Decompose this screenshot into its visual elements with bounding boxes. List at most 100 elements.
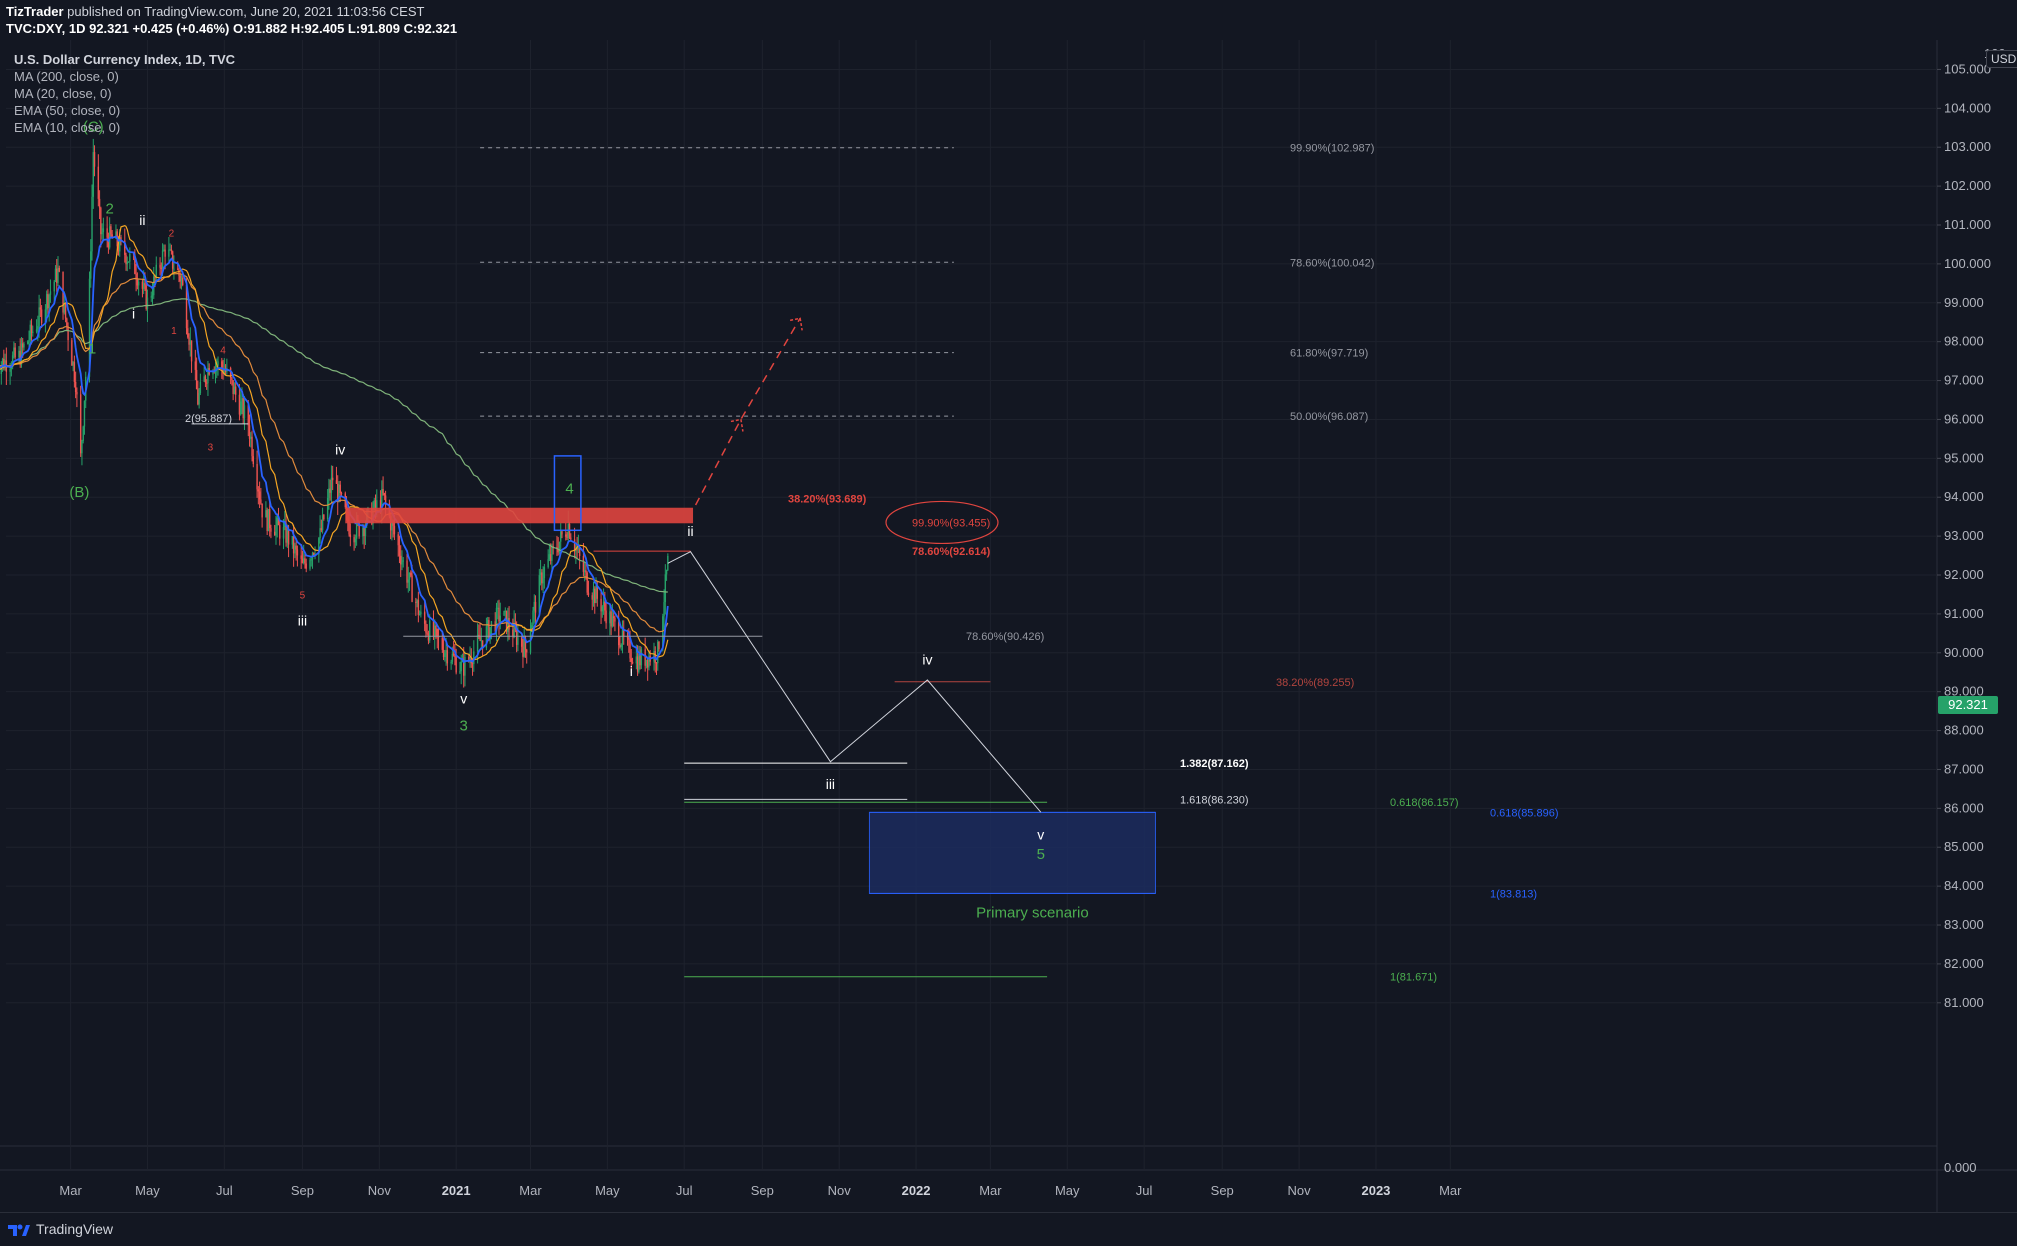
candle-body	[340, 492, 343, 494]
candle-body	[326, 497, 329, 520]
candle-body	[240, 401, 242, 415]
candle-body	[400, 555, 402, 565]
candle-body	[415, 601, 417, 603]
candle-body	[309, 559, 311, 569]
candle-body	[425, 623, 427, 633]
candle-body	[38, 307, 40, 327]
candle-body	[463, 659, 465, 676]
candle-body	[489, 627, 491, 640]
candle-body	[145, 285, 147, 309]
y-tick-label: 91.000	[1944, 606, 1984, 621]
candle-body	[9, 368, 11, 372]
candle-body	[655, 662, 658, 664]
price-chart[interactable]: 108.000107.000106.000105.000104.000103.0…	[0, 40, 2017, 1212]
candle-body	[364, 525, 367, 537]
candle-body	[178, 269, 180, 276]
y-tick-label: 81.000	[1944, 995, 1984, 1010]
tradingview-brand[interactable]: TradingView	[8, 1221, 113, 1237]
wave-label: 5	[1037, 846, 1045, 863]
candle-body	[168, 249, 170, 257]
candle-body	[1, 358, 4, 366]
candle-body	[81, 440, 83, 454]
candle-body	[529, 632, 532, 653]
candle-body	[203, 376, 205, 382]
wave-label: 3	[208, 443, 214, 454]
candle-body	[64, 302, 67, 319]
candle-body	[44, 309, 47, 324]
candle-body	[591, 595, 593, 600]
candle-body	[260, 499, 262, 504]
candle-body	[541, 572, 543, 584]
candle-body	[248, 425, 251, 439]
candle-body	[189, 340, 191, 345]
candle-body	[305, 563, 307, 569]
wave-label: 3	[460, 718, 468, 735]
candle-body	[401, 561, 403, 565]
legend-ma200[interactable]: MA (200, close, 0)	[14, 69, 119, 84]
candle-body	[287, 529, 290, 545]
legend-title: U.S. Dollar Currency Index, 1D, TVC	[14, 52, 236, 67]
legend-ma20[interactable]: MA (20, close, 0)	[14, 86, 112, 101]
candle-body	[504, 610, 506, 612]
alt-projection-arrowhead	[789, 317, 803, 331]
candle-body	[107, 237, 110, 248]
currency-badge[interactable]: USD	[1986, 50, 2017, 68]
legend-ema10[interactable]: EMA (10, close, 0)	[14, 120, 121, 135]
candle-body	[499, 615, 501, 622]
last-price-label: 92.321	[1938, 696, 1998, 714]
candle-body	[39, 307, 42, 310]
candle-body	[442, 649, 445, 658]
candle-body	[374, 500, 377, 508]
candle-body	[111, 234, 113, 239]
ema50-line	[0, 272, 669, 633]
fib-ext-0-618-green-label: 0.618(86.157)	[1390, 797, 1459, 809]
candle-body	[534, 601, 537, 613]
candle-body	[91, 196, 93, 252]
candle-body	[57, 267, 59, 283]
y-tick-label: 94.000	[1944, 489, 1984, 504]
candle-body	[547, 559, 549, 568]
candle-body	[495, 607, 498, 632]
candle-body	[393, 525, 396, 535]
candle-body	[445, 650, 447, 653]
candle-body	[320, 528, 323, 531]
candle-body	[234, 386, 237, 395]
candle-body	[381, 489, 383, 511]
x-tick-label: Jul	[1136, 1183, 1153, 1198]
candle-body	[480, 640, 483, 642]
candle-body	[67, 326, 69, 341]
candle-body	[576, 547, 578, 550]
candle-body	[58, 267, 60, 272]
author-name[interactable]: TizTrader	[6, 4, 64, 19]
candle-body	[392, 521, 394, 526]
candle-body	[277, 517, 280, 526]
fib-level-50-label: 50.00%(96.087)	[1290, 411, 1368, 423]
candle-body	[265, 510, 267, 518]
candle-body	[566, 536, 568, 539]
candle-body	[619, 645, 621, 647]
candle-body	[573, 539, 576, 552]
candle-body	[53, 281, 55, 292]
fib-ext-1-blue-label: 1(83.813)	[1490, 888, 1537, 900]
candle-body	[526, 649, 528, 653]
candle-body	[141, 281, 144, 289]
candle-body	[257, 489, 260, 492]
wave-label: iii	[298, 613, 307, 629]
x-tick-label: Nov	[828, 1183, 852, 1198]
candle-body	[229, 368, 232, 378]
y-tick-label: 90.000	[1944, 645, 1984, 660]
candle-body	[420, 611, 422, 615]
candle-body	[13, 347, 15, 356]
legend-ema50[interactable]: EMA (50, close, 0)	[14, 103, 121, 118]
candle-body	[292, 535, 295, 554]
candle-body	[233, 386, 236, 394]
y-tick-label: 102.000	[1944, 178, 1991, 193]
candle-body	[180, 277, 183, 282]
candle-body	[523, 637, 525, 657]
candle-body	[486, 620, 489, 627]
candle-body	[610, 611, 612, 627]
open-label: O:	[232, 21, 248, 36]
candle-body	[614, 617, 616, 622]
wave-2-level-label: 2(95.887)	[185, 413, 232, 425]
candle-body	[251, 436, 253, 457]
